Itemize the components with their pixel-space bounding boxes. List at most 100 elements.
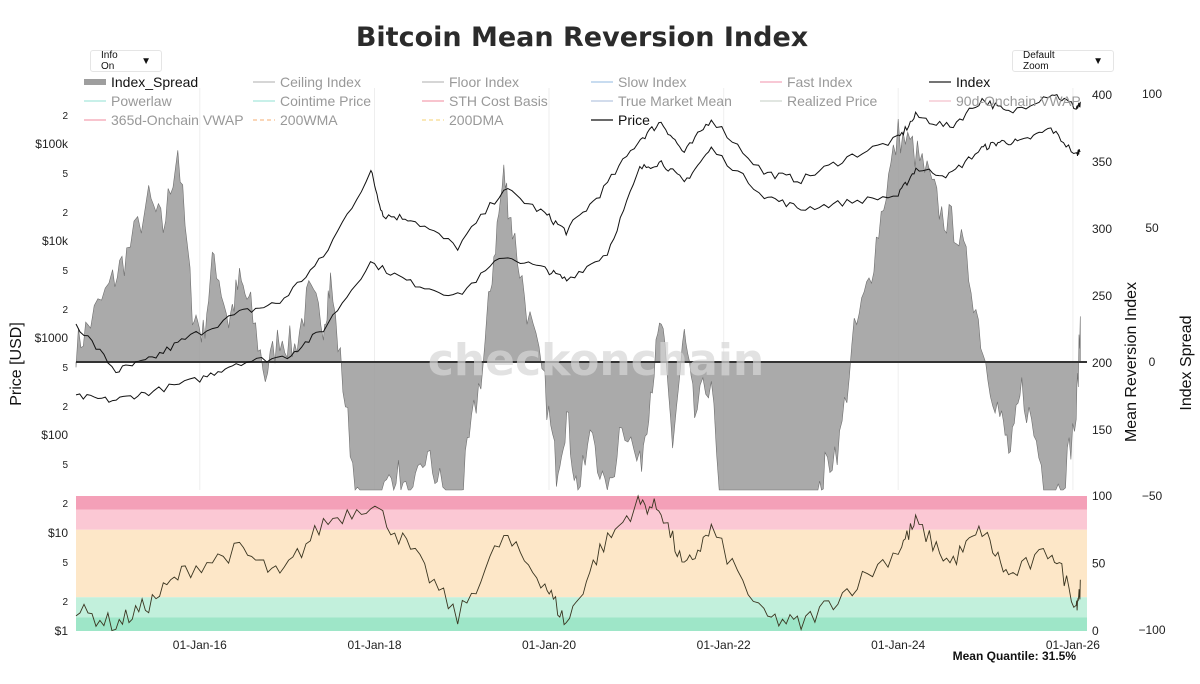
legend-item[interactable]: Slow Index (591, 74, 686, 90)
chart-title: Bitcoin Mean Reversion Index (356, 22, 808, 53)
legend-item[interactable]: 200WMA (253, 112, 338, 128)
legend-label: Fast Index (787, 74, 852, 90)
index-tick-label: 250 (1092, 289, 1112, 303)
x-tick-label: 01-Jan-16 (173, 638, 227, 652)
quantile-zones (76, 496, 1087, 631)
left-axis-title: Price [USD] (8, 322, 25, 406)
price-tick-label: 5 (62, 460, 68, 471)
index-tick-label: 350 (1092, 155, 1112, 169)
legend-item[interactable]: Cointime Price (253, 93, 371, 109)
right-axis-title: Mean Reversion Index (1123, 282, 1140, 442)
price-line (75, 93, 1081, 374)
price-tick-label: 5 (62, 363, 68, 374)
spread-tick-label: 50 (1145, 221, 1159, 235)
quantile-tick-label: 0 (1092, 624, 1099, 638)
index-line (75, 127, 1081, 403)
legend-label: Realized Price (787, 93, 877, 109)
quantile-zone-low (76, 597, 1087, 618)
legend-item[interactable]: Index_Spread (84, 74, 198, 90)
legend-label: Slow Index (618, 74, 686, 90)
price-tick-label: 2 (62, 111, 68, 122)
x-tick-label: 01-Jan-26 (1046, 638, 1100, 652)
legend-item[interactable]: Index (929, 74, 990, 90)
chevron-down-icon: ▼ (1093, 55, 1103, 67)
mean-quantile-label: Mean Quantile: 31.5% (953, 649, 1077, 663)
spread-tick-label: −100 (1138, 623, 1165, 637)
index-spread-area-path (75, 118, 1081, 492)
quantile-price-tick-label: $1 (55, 624, 69, 638)
x-tick-label: 01-Jan-20 (522, 638, 576, 652)
legend-label: Floor Index (449, 74, 519, 90)
chevron-down-icon: ▼ (141, 55, 151, 67)
far-right-axis-title: Index Spread (1178, 315, 1195, 410)
zoom-select-label: Default Zoom (1023, 50, 1055, 72)
index-axis: 400 350 300 250 200 150 (1092, 88, 1112, 437)
legend-label: 200DMA (449, 112, 504, 128)
price-tick-label: $100 (41, 428, 68, 442)
quantile-price-tick-label: 2 (62, 499, 68, 510)
quantile-price-tick-label: 2 (62, 597, 68, 608)
quantile-tick-label: 50 (1092, 557, 1106, 571)
legend-label: Cointime Price (280, 93, 371, 109)
legend: Index_Spread Ceiling Index Floor Index Slow… (84, 74, 1081, 128)
quantile-zone-mid (76, 529, 1087, 598)
price-line-path (75, 93, 1081, 374)
zoom-select-button[interactable]: Default Zoom ▼ (1012, 50, 1114, 72)
index-line-path (75, 127, 1081, 403)
legend-item[interactable]: Realized Price (760, 93, 877, 109)
price-tick-label: 5 (62, 169, 68, 180)
legend-item[interactable]: Price (591, 112, 650, 128)
legend-label: STH Cost Basis (449, 93, 548, 109)
quantile-line (75, 494, 1081, 632)
quantile-price-tick-label: $10 (48, 526, 68, 540)
legend-label: 90d-Onchain VWAP (956, 93, 1081, 109)
quantile-price-axis: 2 $10 5 2 $1 (48, 499, 68, 638)
x-tick-label: 01-Jan-24 (871, 638, 925, 652)
legend-item[interactable]: STH Cost Basis (422, 93, 548, 109)
quantile-axis: 100 50 0 (1092, 489, 1112, 638)
quantile-zone-bottom (76, 617, 1087, 631)
legend-item[interactable]: Fast Index (760, 74, 852, 90)
price-tick-label: 2 (62, 305, 68, 316)
index-tick-label: 150 (1092, 423, 1112, 437)
info-toggle-label: Info On (101, 50, 118, 72)
price-tick-label: 2 (62, 402, 68, 413)
quantile-zone-high (76, 509, 1087, 530)
legend-item[interactable]: 90d-Onchain VWAP (929, 93, 1081, 109)
legend-label: 200WMA (280, 112, 338, 128)
legend-item[interactable]: Floor Index (422, 74, 519, 90)
watermark: checkonchain (428, 335, 764, 386)
price-tick-label: $10k (42, 234, 69, 248)
price-axis: 2 $100k 5 2 $10k 5 2 $1000 5 2 $100 5 (35, 111, 69, 471)
legend-label: Index (956, 74, 990, 90)
index-tick-label: 400 (1092, 88, 1112, 102)
legend-label: Ceiling Index (280, 74, 361, 90)
legend-item[interactable]: Powerlaw (84, 93, 173, 109)
quantile-zone-extreme (76, 496, 1087, 510)
x-axis: 01-Jan-16 01-Jan-18 01-Jan-20 01-Jan-22 01-J… (173, 638, 1100, 652)
quantile-tick-label: 100 (1092, 489, 1112, 503)
spread-tick-label: −50 (1142, 489, 1163, 503)
legend-label: Index_Spread (111, 74, 198, 90)
price-tick-label: 2 (62, 208, 68, 219)
x-tick-label: 01-Jan-22 (697, 638, 751, 652)
price-tick-label: $1000 (35, 331, 69, 345)
index-tick-label: 300 (1092, 222, 1112, 236)
quantile-price-tick-label: 5 (62, 558, 68, 569)
legend-item[interactable]: 365d-Onchain VWAP (84, 112, 244, 128)
index-tick-label: 200 (1092, 356, 1112, 370)
spread-axis: 100 50 0 −50 −100 (1138, 87, 1165, 637)
legend-item[interactable]: Ceiling Index (253, 74, 361, 90)
x-tick-label: 01-Jan-18 (347, 638, 401, 652)
spread-tick-label: 0 (1149, 355, 1156, 369)
legend-label: Powerlaw (111, 93, 173, 109)
legend-item[interactable]: True Market Mean (591, 93, 732, 109)
legend-label: 365d-Onchain VWAP (111, 112, 244, 128)
quantile-line-path (75, 494, 1081, 632)
price-tick-label: $100k (35, 137, 69, 151)
legend-label: Price (618, 112, 650, 128)
info-toggle-button[interactable]: Info On ▼ (90, 50, 162, 72)
index-spread-area (75, 118, 1081, 492)
legend-item[interactable]: 200DMA (422, 112, 504, 128)
